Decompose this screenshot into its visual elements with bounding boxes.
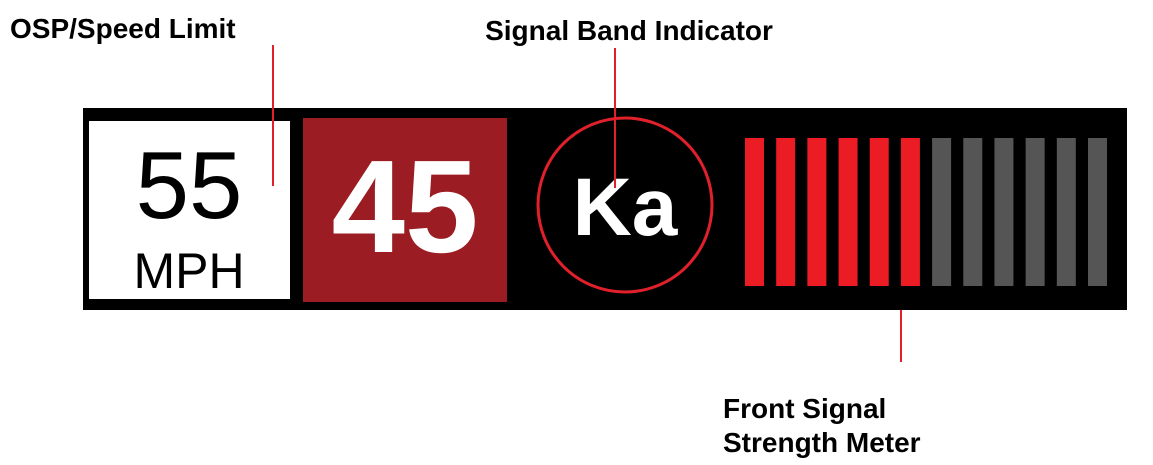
meter-bar-active xyxy=(807,138,827,286)
callout-label: Front Signal xyxy=(723,393,886,424)
band-value: Ka xyxy=(573,162,679,253)
meter-bar-inactive xyxy=(1025,138,1045,286)
speed-limit-box xyxy=(87,119,292,301)
meter-bar-active xyxy=(838,138,858,286)
meter-bar-inactive xyxy=(994,138,1014,286)
meter-bar-active xyxy=(745,138,764,286)
meter-bar-inactive xyxy=(963,138,983,286)
band-circle xyxy=(536,116,714,294)
meter-bar-inactive xyxy=(1088,138,1107,286)
speed-limit-value: 55 xyxy=(136,132,243,239)
callout-label: Strength Meter xyxy=(723,427,921,458)
meter-bar-active xyxy=(900,138,920,286)
meter-bar-active xyxy=(776,138,796,286)
meter-bar-inactive xyxy=(932,138,952,286)
speed-box xyxy=(303,118,507,302)
speed-limit-unit: MPH xyxy=(133,243,244,299)
signal-meter xyxy=(745,138,1107,286)
meter-bar-inactive xyxy=(1056,138,1076,286)
speed-value: 45 xyxy=(332,133,479,280)
callout-label: Signal Band Indicator xyxy=(485,15,773,46)
callout-label: OSP/Speed Limit xyxy=(10,13,236,44)
meter-bar-active xyxy=(869,138,889,286)
